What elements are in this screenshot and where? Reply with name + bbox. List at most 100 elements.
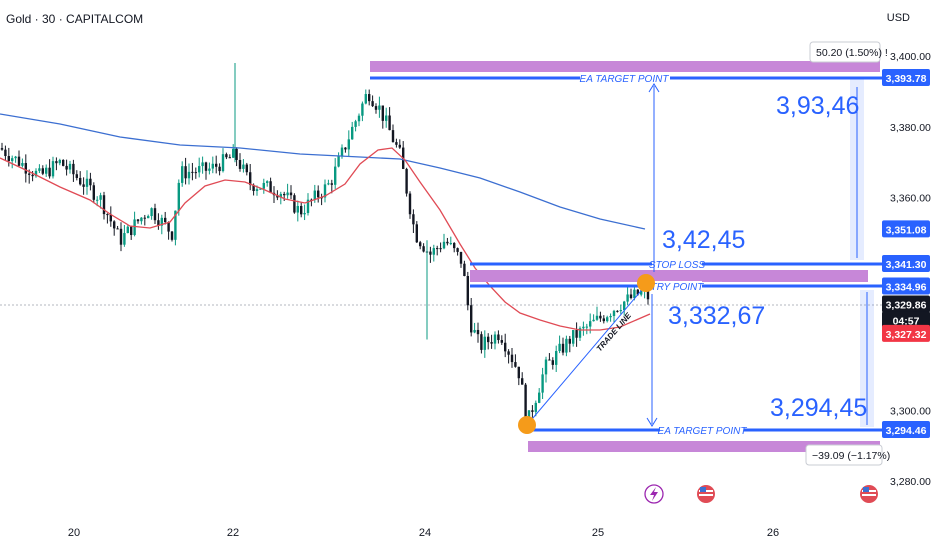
entry-label: TRY POINT xyxy=(651,282,705,293)
candle-body xyxy=(432,248,435,255)
candle-body xyxy=(113,221,116,229)
measure-up-label: 50.20 (1.50%) ! xyxy=(816,47,888,59)
candle-body xyxy=(130,226,133,236)
price-badge xyxy=(882,277,930,295)
candle-body xyxy=(483,336,486,350)
x-tick-label: 22 xyxy=(227,527,239,539)
price-badge-label: 3,327.32 xyxy=(886,329,927,341)
candle-body xyxy=(493,334,497,344)
candle-body xyxy=(487,336,490,343)
candle-body xyxy=(75,174,78,178)
candle-body xyxy=(143,217,146,219)
candle-body xyxy=(619,310,622,312)
target-bottom-label: EA TARGET POINT xyxy=(658,426,748,437)
candle-body xyxy=(317,190,320,198)
candle-body xyxy=(82,184,85,187)
candle-body xyxy=(415,224,418,243)
candle-body xyxy=(541,374,544,393)
price-badge-label: 3,329.86 xyxy=(886,300,927,312)
candle-body xyxy=(245,164,248,173)
candle-body xyxy=(184,166,187,179)
candle-body xyxy=(585,326,588,328)
candle-body xyxy=(228,157,231,159)
time-axis[interactable]: 20 22 24 25 26 xyxy=(68,527,779,539)
annotation-ma: 3,42,45 xyxy=(662,226,745,254)
candle-body xyxy=(323,184,327,198)
candle-body xyxy=(357,115,361,122)
candle-body xyxy=(289,192,293,196)
candle-body xyxy=(160,217,163,226)
candle-body xyxy=(293,195,296,213)
candle-body xyxy=(504,342,507,352)
candle-body xyxy=(606,317,609,322)
candle-body xyxy=(38,168,41,171)
candle-body xyxy=(514,362,517,367)
candle-body xyxy=(249,172,252,185)
candle-body xyxy=(7,156,10,162)
x-tick-label: 26 xyxy=(767,527,779,539)
candle-body xyxy=(466,276,469,306)
candle-body xyxy=(422,246,425,252)
candle-body xyxy=(119,228,123,245)
candle-body xyxy=(582,326,585,329)
candle-body xyxy=(344,147,347,150)
candle-body xyxy=(446,241,449,244)
candle-body xyxy=(72,163,75,175)
candle-body xyxy=(109,214,112,222)
y-tick-label: 3,300.00 xyxy=(890,405,931,417)
candle-body xyxy=(242,164,245,169)
trade-line xyxy=(526,284,647,426)
us-flag-event-icon[interactable] xyxy=(697,485,715,503)
price-badge xyxy=(882,311,930,329)
candle-body xyxy=(595,315,599,320)
stop-loss-label: STOP LOSS xyxy=(649,260,705,271)
candle-body xyxy=(524,384,527,423)
target-zone-bottom xyxy=(528,441,880,452)
candle-body xyxy=(337,156,340,167)
candle-body xyxy=(636,289,639,295)
candle-body xyxy=(255,189,259,192)
price-badge xyxy=(882,421,930,438)
candle-body xyxy=(626,294,629,302)
x-tick-label: 24 xyxy=(419,527,431,539)
candle-body xyxy=(391,130,395,143)
x-tick-label: 25 xyxy=(592,527,604,539)
candle-body xyxy=(449,243,452,245)
annotation-entry: 3,332,67 xyxy=(668,302,765,330)
candle-body xyxy=(408,193,412,215)
us-flag-event-icon-2[interactable] xyxy=(860,485,878,503)
candle-body xyxy=(429,251,432,255)
candle-body xyxy=(354,121,357,127)
annotation-target-bottom: 3,294,45 xyxy=(770,394,867,422)
lightning-icon[interactable] xyxy=(644,484,664,504)
candle-body xyxy=(262,182,265,189)
candle-body xyxy=(347,139,350,150)
candle-body xyxy=(31,174,34,177)
candle-body xyxy=(41,168,44,174)
candle-body xyxy=(572,330,575,344)
candle-body xyxy=(490,342,493,344)
target-zone-top xyxy=(370,61,880,72)
price-axis[interactable]: 3,400.00 3,380.00 3,360.00 3,300.00 3,280.00 xyxy=(890,51,931,488)
candle-body xyxy=(232,148,235,158)
candle-body xyxy=(378,105,381,110)
candle-body xyxy=(633,289,636,299)
price-badge xyxy=(882,254,930,272)
candle-body xyxy=(0,148,4,150)
candle-body xyxy=(575,330,578,338)
candle-body xyxy=(303,212,306,215)
candle-body xyxy=(565,338,568,353)
candle-body xyxy=(456,248,459,252)
candle-body xyxy=(500,340,503,343)
candle-body xyxy=(473,329,476,333)
candle-body xyxy=(4,149,7,157)
candle-body xyxy=(221,154,225,172)
annotation-target-top: 3,93,46 xyxy=(776,92,859,120)
candle-body xyxy=(480,334,483,350)
candle-body xyxy=(65,165,68,170)
candle-body xyxy=(279,193,282,198)
candle-body xyxy=(476,329,480,335)
candle-body xyxy=(385,115,388,121)
candle-body xyxy=(238,159,242,169)
